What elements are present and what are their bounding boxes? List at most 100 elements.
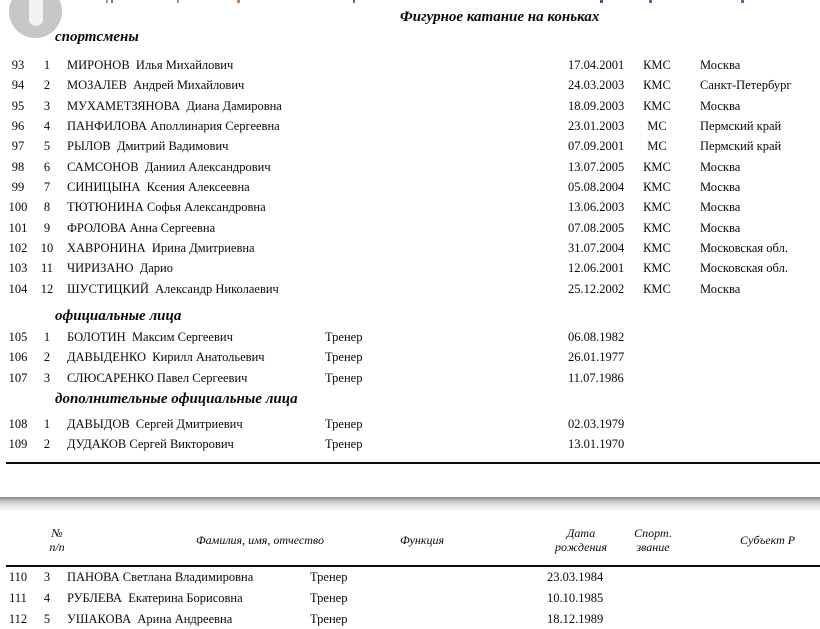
table-row: 103 11 ЧИРИЗАНО Дарио 12.06.2001 КМС Мос… [0,258,820,278]
row-index: 12 [40,281,54,296]
table-row: 97 5 РЫЛОВ Дмитрий Вадимович 07.09.2001 … [0,136,820,156]
section-heading-athletes: спортсмены [55,29,139,45]
birth-date: 23.01.2003 [568,118,625,133]
region: Москва [700,220,741,235]
person-name: ПАНОВА Светлана Владимировна [67,570,254,584]
row-index: 4 [43,118,51,133]
region: Москва [700,179,741,194]
person-name: ЧИРИЗАНО Дарио [67,261,173,276]
person-name: УШАКОВА Арина Андреевна [67,611,233,626]
sport-rank [634,609,680,629]
clipped-text-fragment [111,0,113,3]
row-global-number: 102 [8,240,28,255]
birth-date: 06.08.1982 [568,330,625,344]
birth-date: 02.03.1979 [568,417,625,431]
person-function: Тренер [310,611,348,626]
row-global-number: 109 [8,437,28,452]
row-index: 11 [40,261,54,276]
row-global-number: 94 [11,78,25,93]
row-global-number: 100 [8,200,28,215]
sport-rank [634,414,680,434]
table-row: 96 4 ПАНФИЛОВА Аполлинария Сергеевна 23.… [0,116,820,136]
section-heading-additional-officials: дополнительные официальные лица [55,391,298,407]
row-global-number: 105 [8,330,28,344]
sport-rank: КМС [643,240,671,255]
region: Москва [700,58,741,72]
birth-date: 13.07.2005 [568,159,625,174]
birth-date: 12.06.2001 [568,261,625,276]
row-index: 2 [43,78,51,93]
table-row: 110 3 ПАНОВА Светлана Владимировна Трене… [0,567,820,588]
sport-rank: КМС [643,159,671,174]
row-global-number: 110 [8,570,28,584]
officials-table: 105 1 БОЛОТИН Максим Сергеевич Тренер 06… [0,327,820,388]
table-row: 104 12 ШУСТИЦКИЙ Александр Николаевич 25… [0,279,820,299]
person-name: БОЛОТИН Максим Сергеевич [67,330,233,344]
sport-rank [634,434,680,454]
sport-rank [634,347,680,367]
region: Москва [700,281,741,296]
sport-rank: МС [647,139,667,154]
row-global-number: 111 [9,590,27,605]
row-global-number: 107 [8,370,28,385]
row-index: 4 [43,590,51,605]
person-name: РУБЛЕВА Екатерина Борисовна [67,590,243,605]
person-function: Тренер [325,330,363,344]
person-function: Тренер [325,437,363,452]
clipped-text-fragment [600,0,603,3]
person-name: ТЮТЮНИНА Софья Александровна [67,200,266,215]
row-index: 7 [43,179,51,194]
sport-rank: КМС [643,200,671,215]
row-index: 3 [43,98,51,113]
birth-date: 07.09.2001 [568,139,625,154]
sport-rank: КМС [643,261,671,276]
birth-date: 18.12.1989 [547,611,604,626]
person-name: ДАВЫДЕНКО Кирилл Анатольевич [67,350,265,365]
row-global-number: 98 [11,159,25,174]
row-global-number: 96 [11,118,25,133]
table-row: 108 1 ДАВЫДОВ Сергей Дмитриевич Тренер 0… [0,414,820,434]
sport-rank: КМС [643,98,671,113]
page2-table: 110 3 ПАНОВА Светлана Владимировна Трене… [0,567,820,629]
region: Пермский край [700,118,782,133]
row-index: 3 [43,570,51,584]
clipped-text-fragment [106,0,108,3]
table-row: 100 8 ТЮТЮНИНА Софья Александровна 13.06… [0,197,820,217]
birth-date: 18.09.2003 [568,98,625,113]
athletes-table: 93 1 МИРОНОВ Илья Михайлович 17.04.2001 … [0,55,820,299]
person-function: Тренер [325,350,363,365]
person-name: ДАВЫДОВ Сергей Дмитриевич [67,417,243,431]
region: Москва [700,159,741,174]
header-full-name: Фамилия, имя, отчество [196,533,324,547]
row-index: 9 [43,220,51,235]
row-global-number: 95 [11,98,25,113]
person-name: ДУДАКОВ Сергей Викторович [67,437,234,452]
birth-date: 13.06.2003 [568,200,625,215]
page-1: Фигурное катание на коньках спортсмены о… [0,0,820,454]
page1-table-bottom-rule [6,462,820,464]
person-name: ПАНФИЛОВА Аполлинария Сергеевна [67,118,280,133]
table-row: 99 7 СИНИЦЫНА Ксения Алексеевна 05.08.20… [0,177,820,197]
page-separator [0,497,820,511]
row-global-number: 104 [8,281,28,296]
row-index: 2 [43,350,51,365]
row-index: 1 [43,58,51,72]
region: Московская обл. [700,261,788,276]
person-name: РЫЛОВ Дмитрий Вадимович [67,139,229,154]
row-global-number: 108 [8,417,28,431]
table-row: 111 4 РУБЛЕВА Екатерина Борисовна Тренер… [0,588,820,609]
birth-date: 13.01.1970 [568,437,625,452]
sport-rank: КМС [643,281,671,296]
row-index: 10 [40,240,54,255]
person-name: МИРОНОВ Илья Михайлович [67,58,234,72]
header-row-number: № п/п [49,526,65,554]
sport-rank [634,368,680,388]
birth-date: 23.03.1984 [547,570,604,584]
birth-date: 31.07.2004 [568,240,625,255]
birth-date: 25.12.2002 [568,281,625,296]
person-function: Тренер [310,570,348,584]
person-name: ХАВРОНИНА Ирина Дмитриевна [67,240,255,255]
table-row: 112 5 УШАКОВА Арина Андреевна Тренер 18.… [0,609,820,629]
row-global-number: 112 [8,611,28,626]
